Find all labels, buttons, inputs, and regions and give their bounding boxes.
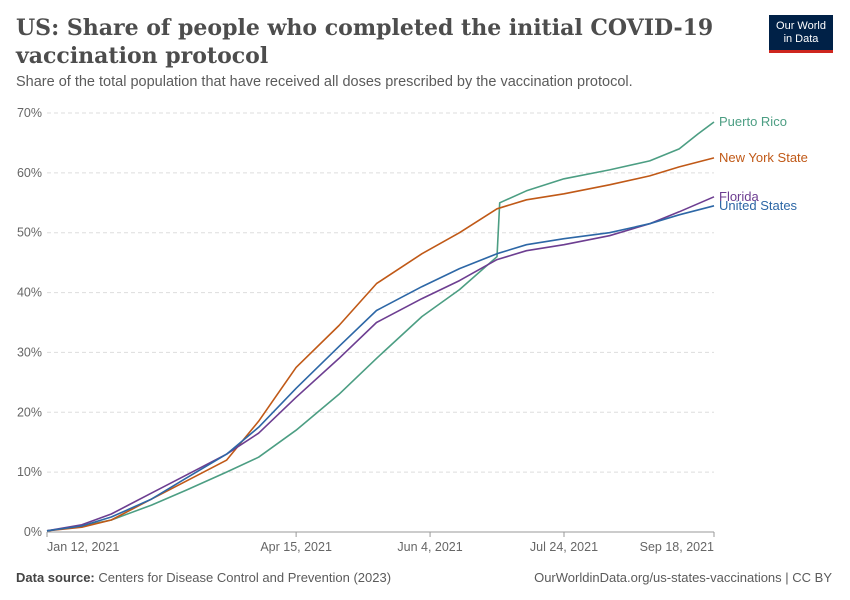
logo-line-2: in Data bbox=[783, 33, 819, 45]
data-source-label: Data source: bbox=[16, 570, 95, 585]
y-tick-label: 70% bbox=[17, 106, 42, 120]
series-label-new-york-state[interactable]: New York State bbox=[719, 150, 808, 165]
data-source-text: Centers for Disease Control and Preventi… bbox=[98, 570, 392, 585]
x-tick-label: Jul 24, 2021 bbox=[530, 540, 598, 554]
y-tick-label: 40% bbox=[17, 286, 42, 300]
y-tick-label: 60% bbox=[17, 166, 42, 180]
y-axis: 0% 10% 20% 30% 40% 50% 60% 70% bbox=[17, 106, 42, 539]
y-tick-label: 0% bbox=[24, 525, 42, 539]
series-line-florida[interactable] bbox=[46, 196, 715, 532]
chart-title: US: Share of people who completed the in… bbox=[16, 15, 714, 69]
x-axis: Jan 12, 2021 Apr 15, 2021 Jun 4, 2021 Jul 2… bbox=[46, 532, 715, 554]
series-label-puerto-rico[interactable]: Puerto Rico bbox=[719, 114, 787, 129]
chart-subtitle: Share of the total population that have … bbox=[16, 74, 633, 90]
series-line-puerto-rico[interactable] bbox=[46, 121, 715, 532]
series-label-florida[interactable]: Florida bbox=[719, 189, 760, 204]
gridlines bbox=[47, 112, 714, 533]
logo-line-1: Our World bbox=[776, 20, 826, 32]
y-tick-label: 20% bbox=[17, 405, 42, 419]
y-tick-label: 10% bbox=[17, 465, 42, 479]
series-label-united-states[interactable]: United States bbox=[719, 198, 798, 213]
series-line-united-states[interactable] bbox=[46, 205, 715, 532]
x-tick-label: Jun 4, 2021 bbox=[397, 540, 462, 554]
series-lines bbox=[46, 121, 715, 532]
data-source: Data source: Centers for Disease Control… bbox=[16, 570, 391, 585]
series-line-new-york-state[interactable] bbox=[46, 157, 715, 532]
owid-logo[interactable]: Our World in Data bbox=[769, 15, 833, 53]
y-tick-label: 30% bbox=[17, 345, 42, 359]
footer-link[interactable]: OurWorldinData.org/us-states-vaccination… bbox=[534, 570, 832, 585]
y-tick-label: 50% bbox=[17, 226, 42, 240]
x-tick-label: Jan 12, 2021 bbox=[47, 540, 119, 554]
x-tick-label: Apr 15, 2021 bbox=[260, 540, 332, 554]
x-tick-label: Sep 18, 2021 bbox=[640, 540, 714, 554]
